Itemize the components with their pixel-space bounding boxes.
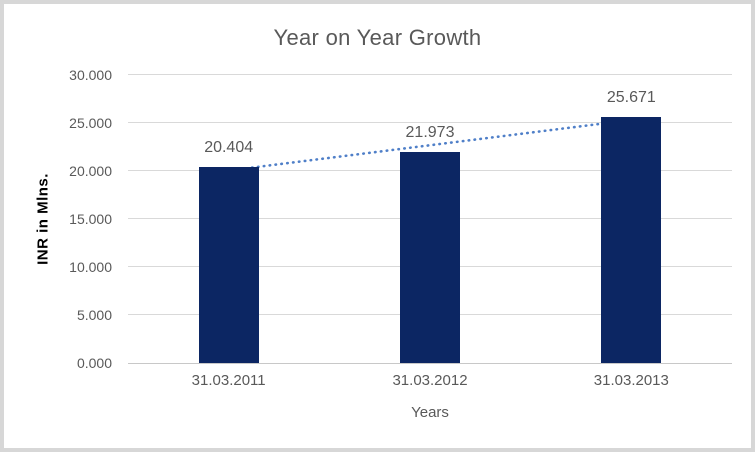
bar-31.03.2013 <box>601 116 662 363</box>
y-tick-label: 10.000 <box>69 259 112 275</box>
x-axis-line <box>128 363 732 364</box>
data-label: 21.973 <box>405 124 455 142</box>
x-tick-label: 31.03.2013 <box>593 372 669 389</box>
bar-31.03.2011 <box>198 167 259 363</box>
y-tick-label: 15.000 <box>69 211 112 227</box>
x-tick-label: 31.03.2012 <box>392 372 468 389</box>
data-label: 20.404 <box>204 139 254 157</box>
y-tick-label: 0.000 <box>76 355 112 371</box>
y-tick-label: 20.000 <box>69 163 112 179</box>
x-axis-title: Years <box>411 404 449 421</box>
bar-31.03.2012 <box>400 152 460 363</box>
y-tick-label: 25.000 <box>69 115 112 131</box>
x-tick-label: 31.03.2011 <box>191 372 266 389</box>
data-label: 25.671 <box>606 88 656 106</box>
gridline <box>128 74 732 75</box>
y-tick-label: 5.000 <box>76 307 112 323</box>
y-tick-label: 30.000 <box>69 67 112 83</box>
chart-title: Year on Year Growth <box>273 25 482 50</box>
